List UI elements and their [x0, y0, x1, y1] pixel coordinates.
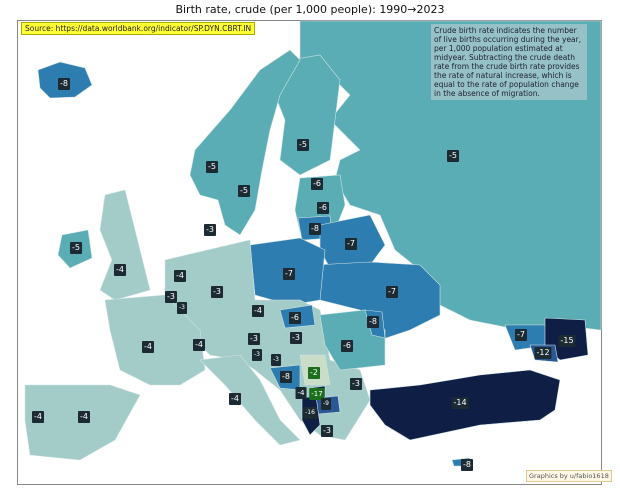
label-kosovo: -17: [309, 388, 325, 400]
label-italy: -4: [229, 393, 241, 405]
label-bosnia: -8: [280, 371, 292, 383]
label-montenegro: -4: [295, 387, 307, 399]
label-poland: -7: [283, 268, 295, 280]
label-belgium: -3: [165, 291, 177, 303]
source-label[interactable]: Source: https://data.worldbank.org/indic…: [21, 22, 256, 35]
label-greece: -3: [321, 425, 333, 437]
label-norway: -5: [206, 161, 218, 173]
scandinavia-region: [189, 49, 301, 236]
label-czechia: -4: [252, 305, 264, 317]
label-sweden: -5: [238, 185, 250, 197]
label-austria: -3: [248, 333, 260, 345]
label-finland: -5: [297, 139, 309, 151]
label-uk: -4: [114, 264, 126, 276]
label-north-macedonia: -9: [321, 398, 331, 410]
map-title: Birth rate, crude (per 1,000 people): 19…: [175, 3, 445, 16]
label-denmark: -3: [204, 224, 216, 236]
label-slovenia: -3: [252, 349, 262, 361]
label-albania: -16: [303, 407, 317, 419]
label-ireland: -5: [70, 242, 82, 254]
finland-region: [274, 54, 341, 176]
label-switzerland: -4: [193, 339, 205, 351]
uk-region: [99, 189, 151, 301]
description-note: Crude birth rate indicates the number of…: [431, 24, 587, 100]
label-france: -4: [142, 341, 154, 353]
label-russia: -5: [447, 150, 459, 162]
label-romania: -6: [341, 340, 353, 352]
label-slovakia: -6: [289, 312, 301, 324]
label-serbia: -2: [308, 367, 320, 379]
label-belarus: -7: [345, 238, 357, 250]
label-cyprus: -8: [461, 459, 473, 471]
label-spain: -4: [78, 411, 90, 423]
label-bulgaria: -3: [350, 378, 362, 390]
label-hungary: -3: [290, 332, 302, 344]
label-portugal: -4: [32, 411, 44, 423]
label-lithuania: -8: [309, 223, 321, 235]
label-georgia: -7: [515, 329, 527, 341]
label-moldova: -8: [367, 316, 379, 328]
label-ukraine: -7: [386, 286, 398, 298]
label-luxembourg: -3: [177, 302, 187, 314]
label-azerbaijan: -15: [558, 335, 576, 347]
ukraine-region: [314, 261, 441, 341]
label-turkey: -14: [451, 397, 469, 409]
label-armenia: -12: [534, 347, 552, 359]
western-europe-region: [104, 294, 206, 386]
label-croatia: -3: [271, 354, 281, 366]
label-iceland: -8: [58, 78, 70, 90]
credit-label: Graphics by u/fabio1618: [526, 470, 612, 482]
label-netherlands: -4: [174, 270, 186, 282]
label-estonia: -6: [311, 178, 323, 190]
label-latvia: -6: [317, 202, 329, 214]
label-germany: -3: [211, 286, 223, 298]
